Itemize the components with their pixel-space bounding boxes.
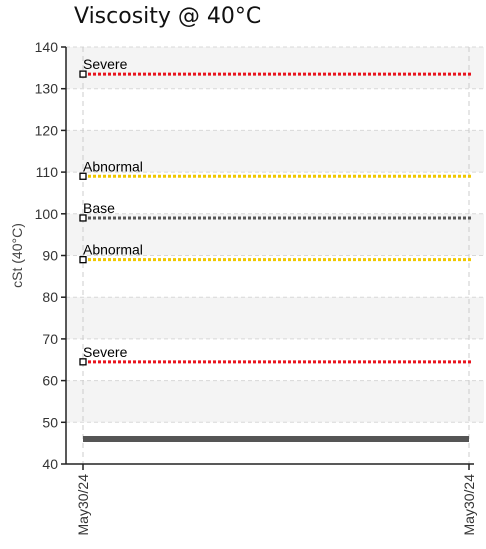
reference-label: Abnormal [83,242,143,258]
reference-label: Severe [83,56,128,72]
y-tick-label: 130 [35,81,59,97]
y-tick-label: 120 [35,122,59,138]
y-tick-label: 90 [42,248,58,264]
grid-band [66,297,484,339]
y-tick-label: 80 [42,289,58,305]
y-tick-label: 100 [35,206,59,222]
grid-band [66,47,484,89]
y-axis-title: cSt (40°C) [9,223,25,288]
y-tick-label: 140 [35,39,59,55]
x-tick-label: May30/24 [461,474,477,536]
y-tick-label: 70 [42,331,58,347]
grid-band [66,381,484,423]
reference-label: Abnormal [83,158,143,174]
y-tick-label: 60 [42,373,58,389]
reference-label: Severe [83,344,128,360]
y-tick-label: 110 [36,164,59,180]
y-tick-label: 40 [42,456,58,472]
y-tick-label: 50 [42,414,58,430]
x-tick-label: May30/24 [75,474,91,536]
reference-label: Base [83,200,115,216]
